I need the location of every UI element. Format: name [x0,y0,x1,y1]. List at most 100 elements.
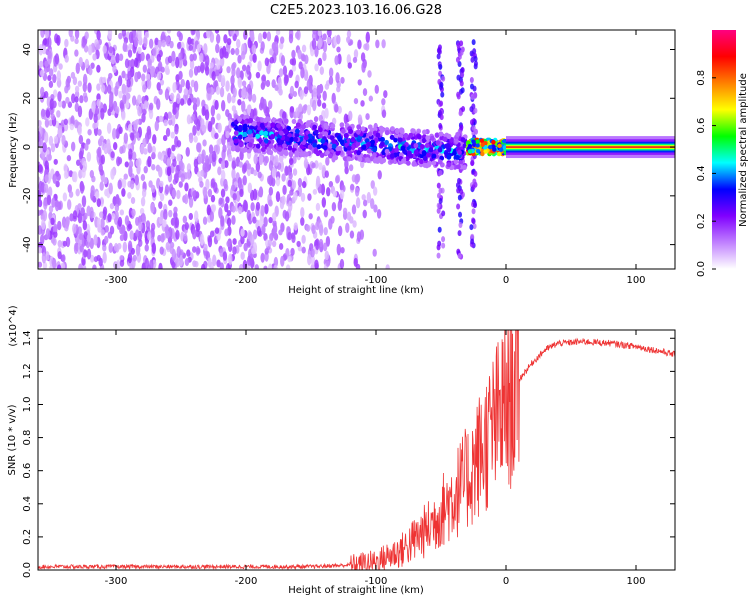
heatmap-cell [263,216,268,228]
heatmap-cell [274,154,279,167]
heatmap-cell [72,210,78,220]
heatmap-cell [77,212,83,224]
heatmap-cell [162,219,167,228]
heatmap-cell [172,82,177,93]
heatmap-cell [108,242,113,254]
heatmap-cell [131,208,136,217]
heatmap-cell [214,99,219,111]
heatmap-cell [100,229,105,236]
heatmap-cell [322,242,328,252]
heatmap-cell [238,161,243,168]
heatmap-cell [290,247,295,256]
heatmap-cell [431,160,437,166]
heatmap-cell [82,73,88,86]
heatmap-cell [176,140,182,148]
heatmap-cell [367,70,372,78]
heatmap-cell [365,157,370,163]
heatmap-cell [301,181,307,189]
heatmap-cell [350,183,355,191]
heatmap-cell [195,97,201,108]
heatmap-cell [471,184,476,191]
heatmap-cell [205,162,210,173]
heatmap-cell [67,184,72,194]
heatmap-cell [381,157,387,164]
heatmap-cell [233,138,239,144]
heatmap-cell [52,74,57,84]
heatmap-cell [322,51,327,62]
heatmap-cell [365,113,370,121]
heatmap-cell [259,130,264,136]
heatmap-cell [94,106,100,115]
heatmap-cell [214,227,220,234]
heatmap-cell [241,64,247,72]
heatmap-cell [166,166,172,177]
heatmap-cell [261,223,266,236]
heatmap-cell [255,201,261,211]
heatmap-cell [53,135,59,144]
heatmap-cell [438,131,444,137]
heatmap-cell [214,132,219,140]
heatmap-cell [46,194,52,206]
heatmap-cell [191,30,196,35]
heatmap-cell [263,138,269,144]
heatmap-cell [303,135,309,141]
heatmap-cell [264,155,269,164]
heatmap-cell [224,51,229,59]
heatmap-cell [129,230,134,241]
heatmap-cell [86,248,92,260]
heatmap-cell [335,175,340,184]
heatmap-cell [141,212,146,222]
heatmap-cell [176,189,181,200]
heatmap-cell [267,100,273,110]
heatmap-cell [460,66,465,73]
heatmap-cell [394,128,400,134]
colorbar-ramp [712,30,736,269]
heatmap-cell [79,182,85,194]
heatmap-cell [467,149,473,154]
heatmap-cell [192,228,197,240]
heatmap-cell [215,69,220,77]
heatmap-cell [362,209,367,219]
heatmap-cell [87,129,92,136]
heatmap-cell [54,199,60,212]
heatmap-cell [287,255,292,263]
heatmap-cell [168,199,173,206]
heatmap-cell [319,152,325,158]
heatmap-cell [487,145,493,150]
heatmap-cell [441,210,446,217]
heatmap-cell [96,198,102,208]
heatmap-cell [100,107,105,120]
heatmap-cell [188,134,194,144]
heatmap-cell [372,186,378,196]
heatmap-cell [56,173,61,181]
heatmap-cell [362,199,368,207]
heatmap-cell [42,38,48,46]
heatmap-cell [263,265,268,269]
heatmap-cell [233,130,239,136]
heatmap-cell [222,251,228,261]
heatmap-cell [148,180,153,188]
heatmap-cell [82,160,88,172]
heatmap-cell [311,224,316,235]
heatmap-cell [280,55,286,67]
heatmap-cell [231,160,236,170]
heatmap-cell [421,150,427,156]
heatmap-cell [113,142,118,151]
heatmap-cell [323,131,329,137]
heatmap-cell [152,47,157,57]
heatmap-cell [128,31,134,44]
heatmap-cell [436,182,441,189]
heatmap-cell [192,102,198,112]
heatmap-cell [142,84,147,93]
heatmap-cell [123,173,128,180]
heatmap-cell [74,90,80,99]
heatmap-cell [455,182,460,189]
heatmap-cell [472,223,477,230]
heatmap-cell [236,67,241,79]
heatmap-cell [458,159,464,166]
heatmap-cell [210,178,216,188]
heatmap-cell [223,178,228,190]
heatmap-cell [219,86,225,98]
heatmap-cell [202,186,208,199]
heatmap-cell [103,235,109,244]
